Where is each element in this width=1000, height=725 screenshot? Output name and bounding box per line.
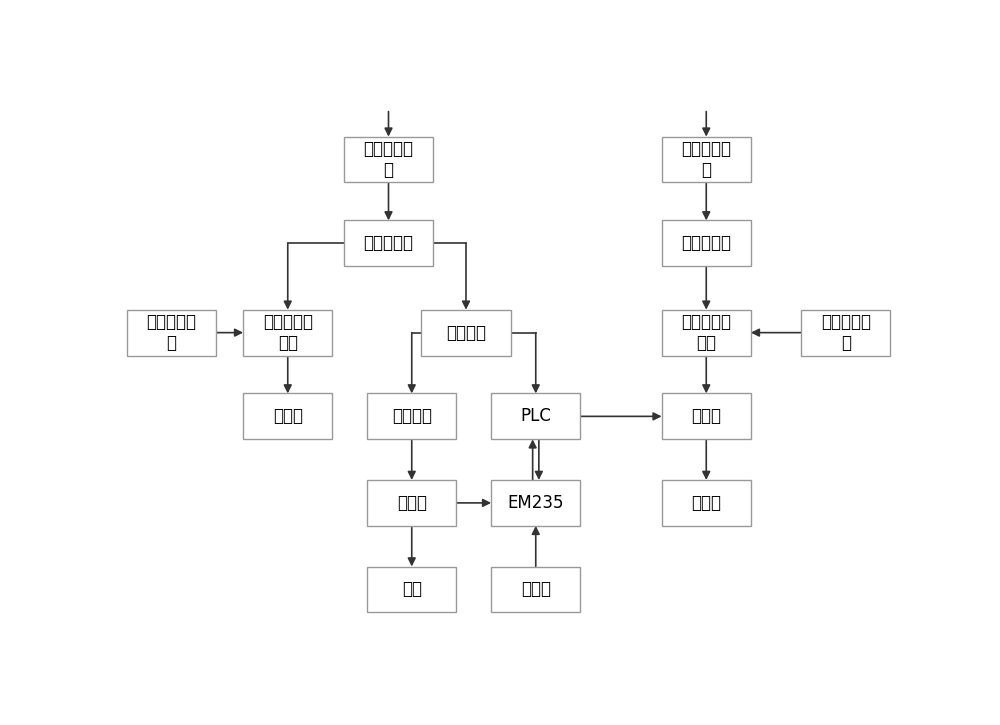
Text: 电磁阀: 电磁阀: [397, 494, 427, 512]
Text: 空压机: 空压机: [273, 407, 303, 426]
Bar: [243, 310, 332, 355]
Bar: [662, 480, 751, 526]
Text: 加热炉: 加热炉: [691, 494, 721, 512]
Bar: [491, 394, 580, 439]
Text: 调功器: 调功器: [691, 407, 721, 426]
Bar: [491, 566, 580, 613]
Bar: [662, 220, 751, 266]
Text: 第二空气开
关: 第二空气开 关: [681, 140, 731, 179]
Bar: [662, 137, 751, 183]
Bar: [421, 310, 511, 355]
Text: 第二熔断器: 第二熔断器: [681, 234, 731, 252]
Text: 第一空气开
关: 第一空气开 关: [364, 140, 414, 179]
Text: EM235: EM235: [508, 494, 564, 512]
Bar: [344, 137, 433, 183]
Text: 热电偶: 热电偶: [521, 581, 551, 598]
Text: 开关电源: 开关电源: [446, 323, 486, 341]
Text: 旋钮开关: 旋钮开关: [392, 407, 432, 426]
Text: PLC: PLC: [520, 407, 551, 426]
Bar: [662, 394, 751, 439]
Bar: [367, 394, 456, 439]
Bar: [344, 220, 433, 266]
Text: 第一交流接
触器: 第一交流接 触器: [263, 313, 313, 352]
Bar: [491, 480, 580, 526]
Text: 第二交流接
触器: 第二交流接 触器: [681, 313, 731, 352]
Text: 气缸: 气缸: [402, 581, 422, 598]
Bar: [243, 394, 332, 439]
Text: 第二按钮开
关: 第二按钮开 关: [821, 313, 871, 352]
Bar: [127, 310, 216, 355]
Bar: [367, 480, 456, 526]
Bar: [801, 310, 890, 355]
Text: 第一按钮开
关: 第一按钮开 关: [146, 313, 196, 352]
Bar: [662, 310, 751, 355]
Text: 第一熔断器: 第一熔断器: [364, 234, 414, 252]
Bar: [367, 566, 456, 613]
